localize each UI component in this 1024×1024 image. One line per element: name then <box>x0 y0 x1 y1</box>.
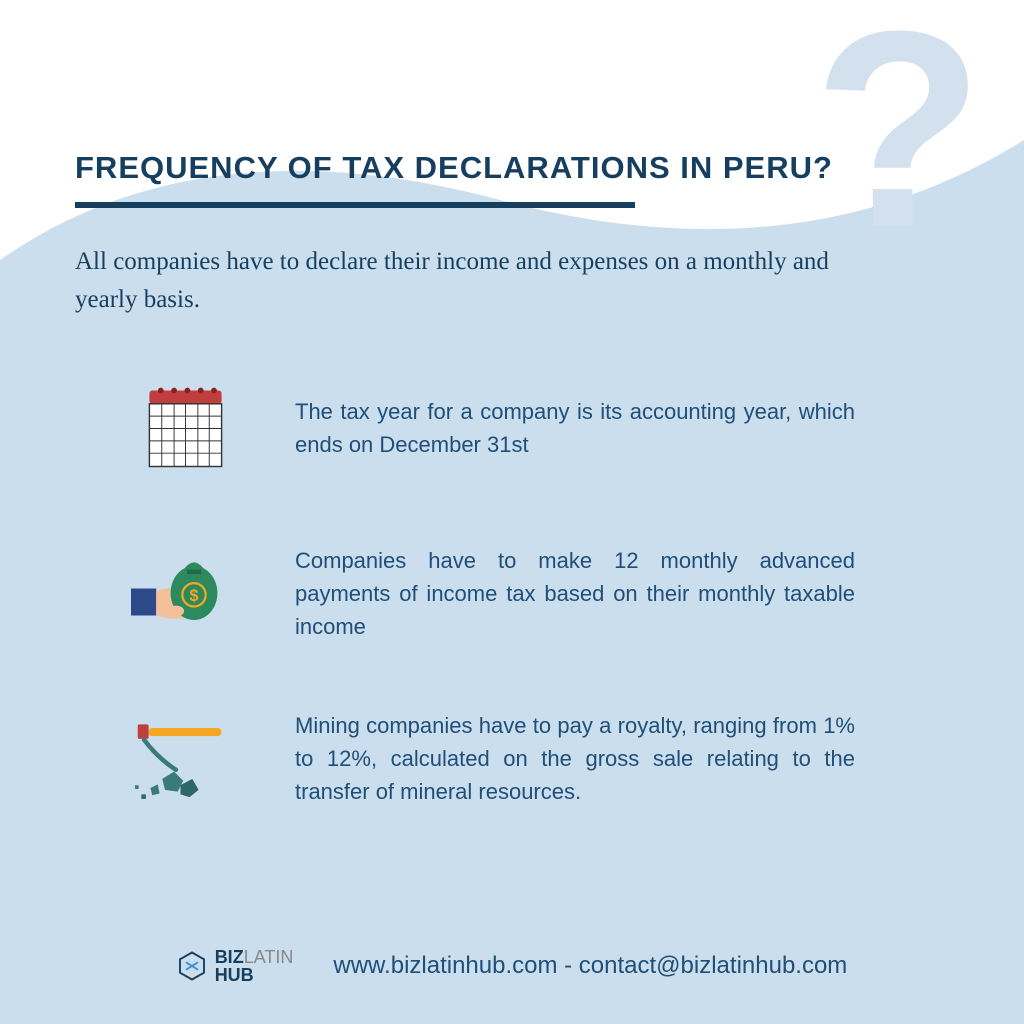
main-content: FREQUENCY OF TAX DECLARATIONS IN PERU? A… <box>0 0 1024 813</box>
logo-icon <box>177 951 207 981</box>
contact-info: www.bizlatinhub.com - contact@bizlatinhu… <box>333 952 847 980</box>
item-mining: Mining companies have to pay a royalty, … <box>130 703 949 813</box>
page-title: FREQUENCY OF TAX DECLARATIONS IN PERU? <box>75 150 949 186</box>
footer: BIZLATIN HUB www.bizlatinhub.com - conta… <box>0 948 1024 984</box>
items-list: The tax year for a company is its accoun… <box>75 373 949 813</box>
item-money: $ Companies have to make 12 monthly adva… <box>130 538 949 648</box>
calendar-icon <box>130 373 240 483</box>
logo-text: BIZLATIN HUB <box>215 948 294 984</box>
item-calendar: The tax year for a company is its accoun… <box>130 373 949 483</box>
logo: BIZLATIN HUB <box>177 948 294 984</box>
svg-text:$: $ <box>189 587 198 605</box>
money-bag-icon: $ <box>130 538 240 648</box>
title-underline <box>75 202 635 208</box>
item-text: Mining companies have to pay a royalty, … <box>295 709 855 808</box>
item-text: Companies have to make 12 monthly advanc… <box>295 544 855 643</box>
item-text: The tax year for a company is its accoun… <box>295 395 855 461</box>
mining-icon <box>130 703 240 813</box>
intro-text: All companies have to declare their inco… <box>75 243 895 318</box>
